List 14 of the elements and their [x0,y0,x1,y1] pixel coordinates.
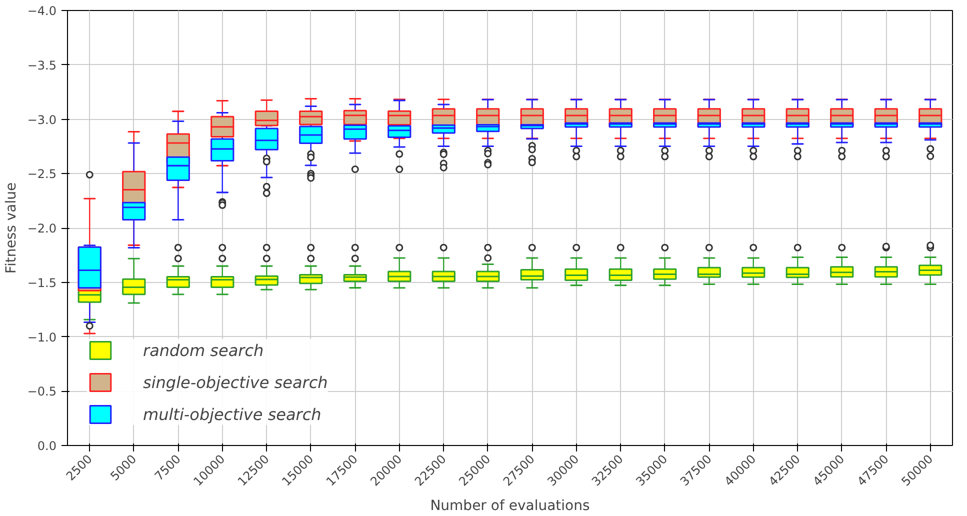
y-tick-label: −2.5 [27,167,56,182]
y-tick-label: −1.5 [27,276,56,290]
y-axis-title: Fitness value [3,182,20,274]
y-tick-label: 0.0 [37,439,57,453]
y-tick-label: −3.5 [27,58,56,72]
y-tick-label: −4.0 [27,4,56,18]
y-tick-label: −2.0 [27,222,56,236]
y-tick-label: −1.0 [27,330,56,344]
legend-label: single-objective search [143,372,328,392]
legend-label: multi-objective search [143,404,322,424]
y-tick-label: −0.5 [27,384,56,399]
legend-label: random search [143,340,264,360]
x-axis-title: Number of evaluations [430,498,590,514]
y-tick-label: −3.0 [27,112,56,127]
